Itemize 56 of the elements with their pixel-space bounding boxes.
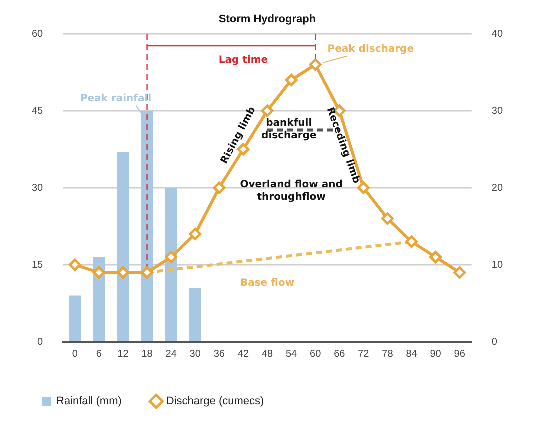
y-tick-label: 15 xyxy=(32,260,44,271)
chart-title: Storm Hydrograph xyxy=(218,13,316,26)
y2-tick-label: 40 xyxy=(492,28,504,40)
point xyxy=(213,182,226,194)
x-tick-label: 72 xyxy=(358,348,370,360)
x-tick-label: 48 xyxy=(262,348,274,360)
annotation: Overland flow and throughflow xyxy=(240,179,343,203)
x-tick-label: 12 xyxy=(118,348,130,360)
point xyxy=(189,228,202,240)
bar xyxy=(93,257,106,342)
x-tick-label: 66 xyxy=(334,348,346,360)
x-tick-label: 60 xyxy=(310,348,322,360)
x-tick-label: 96 xyxy=(454,348,466,360)
y-tick-label: 60 xyxy=(32,28,44,40)
point xyxy=(141,266,154,279)
point xyxy=(454,266,466,279)
point xyxy=(68,258,82,272)
point xyxy=(430,251,442,264)
x-tick-label: 6 xyxy=(96,348,102,360)
annotation: Base flow xyxy=(240,278,295,290)
y2-tick-label: 10 xyxy=(492,260,504,271)
x-tick-label: 18 xyxy=(142,348,154,360)
y2-tick-label: 20 xyxy=(492,182,504,194)
point xyxy=(165,251,178,264)
y-tick-label: 0 xyxy=(38,336,44,348)
point xyxy=(92,266,106,279)
annotation: Lag time xyxy=(218,54,268,66)
annotation: bankfull discharge xyxy=(262,118,317,142)
x-tick-label: 42 xyxy=(238,348,250,360)
annotation: Peak discharge xyxy=(328,44,414,55)
x-tick-label: 78 xyxy=(382,348,394,360)
x-tick-label: 30 xyxy=(190,348,202,360)
point xyxy=(285,74,298,86)
x-tick-label: 0 xyxy=(72,348,78,360)
point xyxy=(261,104,274,118)
point xyxy=(406,236,418,248)
legend-label: Rainfall (mm) xyxy=(56,396,122,408)
bar xyxy=(189,288,202,342)
annotation: Peak rainfall xyxy=(80,93,152,104)
bar xyxy=(165,188,178,342)
x-tick-label: 36 xyxy=(214,348,226,360)
point xyxy=(309,58,322,72)
x-tick-label: 54 xyxy=(286,348,298,360)
bar xyxy=(117,152,130,342)
legend-label: Discharge (cumecs) xyxy=(166,396,264,408)
point xyxy=(116,266,130,279)
y-tick-label: 45 xyxy=(32,106,44,117)
point xyxy=(357,182,370,194)
x-tick-label: 90 xyxy=(430,348,442,360)
y2-tick-label: 30 xyxy=(492,106,504,117)
bar xyxy=(69,296,82,342)
x-tick-label: 24 xyxy=(166,348,178,360)
y2-tick-label: 0 xyxy=(492,336,498,348)
x-tick-label: 84 xyxy=(406,348,418,360)
y-tick-label: 30 xyxy=(32,182,44,194)
point xyxy=(381,212,394,226)
